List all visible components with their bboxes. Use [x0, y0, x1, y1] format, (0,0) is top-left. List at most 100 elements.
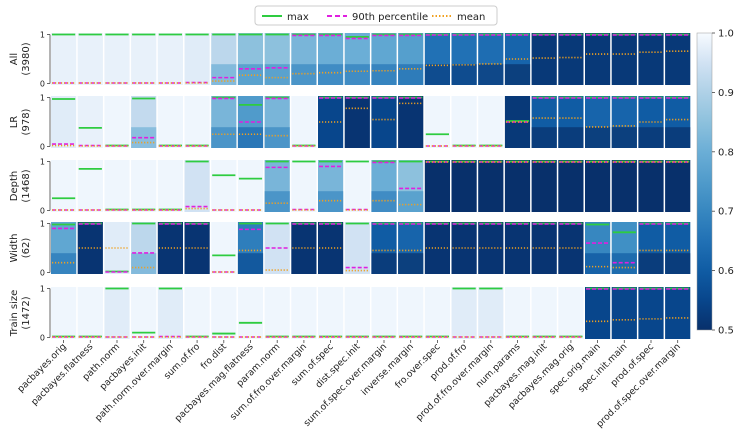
y-tick-label: 1 [40, 94, 45, 103]
y-tick-label: 0 [40, 143, 45, 152]
cell-pacbayes.flatness [77, 222, 103, 274]
cell-shade-band [398, 64, 424, 85]
cell-shade-band [264, 64, 290, 85]
cell-path.norm.over.margin [157, 222, 183, 274]
cell-fro.over.spec [424, 33, 450, 85]
cell-shade-band [264, 191, 290, 212]
cell-pacbayes.init [131, 33, 157, 85]
colorbar-tick-label: 1.0 [718, 29, 734, 40]
cell-fro.dist [211, 33, 237, 85]
cell-bar [638, 287, 664, 339]
cell-dist.spec.init [344, 96, 370, 148]
cell-prod.of.fro.over.margin [478, 287, 504, 339]
cell-prod.of.fro.over.margin [478, 222, 504, 274]
cell-bar [157, 160, 183, 212]
cell-bar [184, 33, 210, 85]
legend-label-1: 90th percentile [352, 12, 428, 23]
cell-bar [611, 160, 637, 212]
y-tick-label: 1 [40, 158, 45, 167]
cell-bar [131, 160, 157, 212]
cell-bar [558, 287, 584, 339]
cell-num.params [504, 96, 531, 148]
cell-inverse.margin [398, 222, 424, 274]
cell-dist.spec.init [344, 33, 370, 85]
cell-prod.of.spec [638, 222, 664, 274]
cell-pacbayes.flatness [77, 96, 103, 148]
panel-2: 1 0 Depth (1468) [9, 158, 691, 216]
cell-bar [451, 160, 477, 212]
cell-pacbayes.mag.init [531, 160, 557, 212]
cell-bar [77, 96, 103, 148]
cell-spec.orig.main [585, 287, 611, 339]
cell-pacbayes.flatness [77, 33, 103, 85]
cell-bar [558, 222, 584, 274]
cell-prod.of.spec.over.margin [665, 287, 691, 339]
cell-prod.of.fro.over.margin [478, 96, 504, 148]
cell-bar [104, 96, 130, 148]
cell-bar [611, 287, 637, 339]
cell-spec.init.main [611, 96, 637, 148]
row-count: (62) [21, 238, 32, 259]
cell-bar [504, 222, 531, 274]
cell-shade-band [665, 253, 691, 274]
cell-bar [77, 160, 103, 212]
cell-bar [665, 287, 691, 339]
cell-shade-band [211, 127, 237, 148]
cell-bar [504, 160, 531, 212]
cell-shade-band [131, 253, 157, 274]
cell-path.norm.over.margin [157, 96, 183, 148]
cell-pacbayes.orig [51, 222, 77, 274]
cell-bar [131, 287, 157, 339]
y-tick-label: 0 [40, 207, 45, 216]
cell-pacbayes.mag.orig [558, 160, 584, 212]
cell-bar [131, 33, 157, 85]
cell-bar [531, 287, 557, 339]
colorbar-rect [696, 32, 713, 331]
cell-bar [451, 222, 477, 274]
cell-sum.of.spec [318, 96, 344, 148]
cell-prod.of.fro.over.margin [478, 160, 504, 212]
cell-sum.of.fro.over.margin [291, 160, 317, 212]
cell-pacbayes.mag.orig [558, 222, 584, 274]
y-tick-label: 0 [40, 269, 45, 278]
cell-sum.of.spec [318, 287, 344, 339]
y-tick-label: 1 [40, 220, 45, 229]
cell-sum.of.fro.over.margin [291, 96, 317, 148]
cell-spec.init.main [611, 287, 637, 339]
cell-fro.dist [211, 222, 237, 274]
cell-bar [184, 96, 210, 148]
cell-shade-band [291, 64, 317, 85]
cell-pacbayes.mag.flatness [237, 222, 264, 274]
cell-bar [344, 160, 370, 212]
cell-bar [318, 96, 344, 148]
cell-param.norm [264, 96, 290, 148]
cell-bar [424, 287, 450, 339]
cell-shade-band [371, 253, 397, 274]
cell-bar [478, 96, 504, 148]
cell-inverse.margin [398, 96, 424, 148]
cell-bar [424, 222, 450, 274]
cell-bar [638, 160, 664, 212]
cell-bar [157, 287, 183, 339]
cell-sum.of.spec.over.margin [371, 96, 397, 148]
cell-num.params [504, 160, 531, 212]
cell-spec.orig.main [585, 33, 611, 85]
cell-shade-band [51, 253, 77, 274]
cell-bar [318, 287, 344, 339]
cell-bar [157, 222, 183, 274]
cell-shade-band [558, 127, 584, 148]
cell-bar [451, 96, 477, 148]
cell-bar [211, 222, 237, 274]
cell-bar [264, 287, 290, 339]
row-label: Width [9, 233, 20, 262]
cell-dist.spec.init [344, 222, 370, 274]
cell-bar [157, 96, 183, 148]
cell-bar [237, 160, 264, 212]
cell-prod.of.fro [451, 222, 477, 274]
cell-bar [371, 96, 397, 148]
cell-bar [184, 222, 210, 274]
cell-spec.init.main [611, 160, 637, 212]
row-label: Depth [9, 171, 20, 201]
colorbar-tick-label: 0.6 [718, 266, 734, 277]
